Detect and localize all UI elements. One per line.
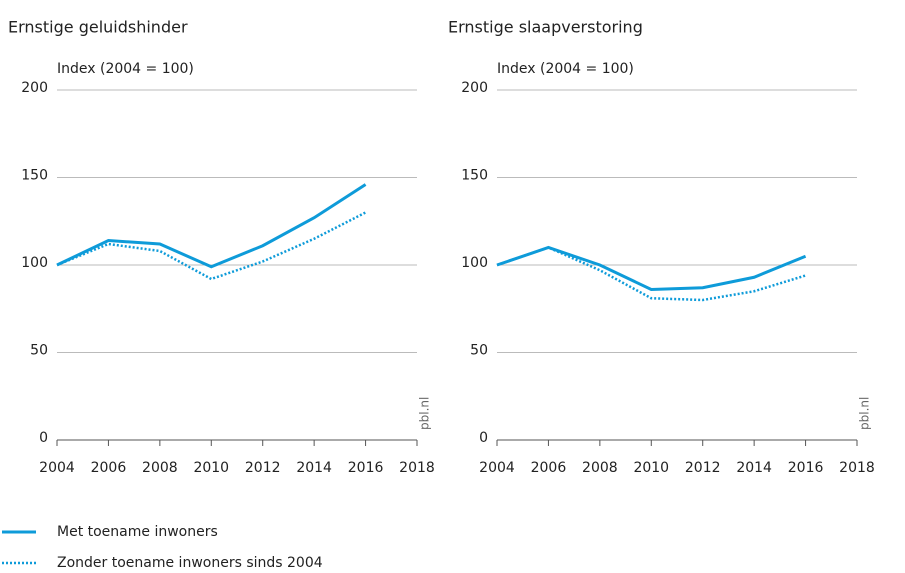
source-label: pbl.nl bbox=[418, 397, 432, 430]
data-line bbox=[496, 246, 806, 302]
y-axis-label: Index (2004 = 100) bbox=[497, 61, 634, 77]
x-tick-label: 2006 bbox=[91, 460, 127, 476]
x-tick-label: 2014 bbox=[296, 460, 332, 476]
x-tick-label: 2016 bbox=[788, 460, 824, 476]
x-tick-label: 2012 bbox=[685, 460, 721, 476]
x-tick-label: 2004 bbox=[39, 460, 75, 476]
x-tick-label: 2004 bbox=[479, 460, 515, 476]
x-tick-label: 2018 bbox=[399, 460, 435, 476]
x-tick-label: 2008 bbox=[582, 460, 618, 476]
x-tick-label: 2018 bbox=[839, 460, 875, 476]
y-tick-label: 150 bbox=[461, 168, 488, 184]
y-tick-label: 150 bbox=[21, 168, 48, 184]
chart-title: Ernstige geluidshinder bbox=[8, 18, 188, 37]
data-line bbox=[56, 211, 367, 281]
y-tick-label: 0 bbox=[479, 430, 488, 446]
y-axis-label: Index (2004 = 100) bbox=[57, 61, 194, 77]
data-line bbox=[496, 245, 807, 292]
x-tick-label: 2006 bbox=[531, 460, 567, 476]
x-tick-label: 2010 bbox=[633, 460, 669, 476]
y-tick-label: 200 bbox=[461, 80, 488, 96]
x-tick-label: 2008 bbox=[142, 460, 178, 476]
data-line bbox=[56, 183, 367, 269]
x-tick-label: 2010 bbox=[193, 460, 229, 476]
x-tick-label: 2014 bbox=[736, 460, 772, 476]
source-label: pbl.nl bbox=[858, 397, 872, 430]
y-tick-label: 50 bbox=[470, 343, 488, 359]
x-tick-label: 2012 bbox=[245, 460, 281, 476]
y-tick-label: 50 bbox=[30, 343, 48, 359]
y-tick-label: 200 bbox=[21, 80, 48, 96]
legend-label: Zonder toename inwoners sinds 2004 bbox=[57, 555, 323, 571]
y-tick-label: 100 bbox=[21, 255, 48, 271]
y-tick-label: 100 bbox=[461, 255, 488, 271]
x-tick-label: 2016 bbox=[348, 460, 384, 476]
chart-title: Ernstige slaapverstoring bbox=[448, 18, 643, 37]
y-tick-label: 0 bbox=[39, 430, 48, 446]
legend-label: Met toename inwoners bbox=[57, 524, 218, 540]
